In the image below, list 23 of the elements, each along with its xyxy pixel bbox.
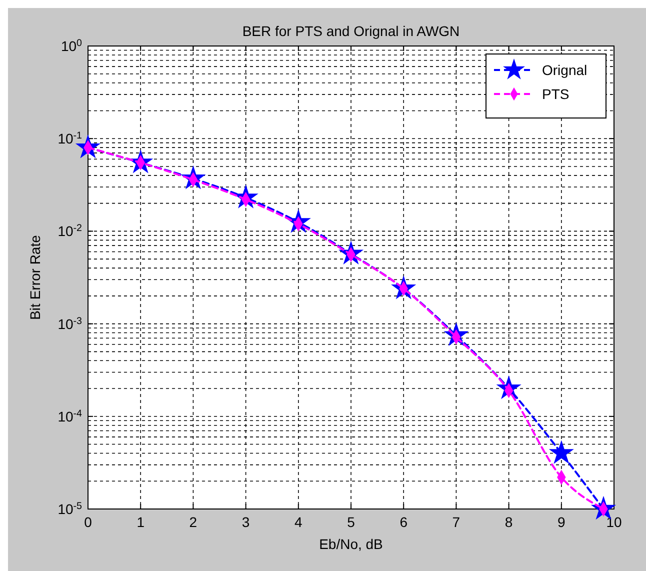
x-tick-label: 8 (504, 514, 513, 530)
y-tick-label: 10$^{-3}$ (58, 315, 83, 332)
legend-label: PTS (542, 86, 570, 102)
chart-title: BER for PTS and Orignal in AWGN (242, 23, 460, 39)
y-tick-label: 10$^{0}$ (60, 38, 83, 54)
x-tick-label: 4 (294, 514, 302, 530)
x-tick-label: 0 (84, 514, 92, 530)
x-tick-label: 10 (606, 514, 622, 530)
y-tick-label: 10$^{-4}$ (58, 408, 83, 424)
y-tick-label: 10$^{-2}$ (58, 222, 82, 240)
y-tick-label: 10$^{-5}$ (58, 500, 83, 517)
x-tick-label: 2 (189, 514, 198, 530)
y-axis-title: Bit Error Rate (27, 234, 43, 320)
legend-label: Orignal (542, 62, 588, 78)
x-tick-label: 9 (558, 514, 566, 530)
x-tick-label: 6 (400, 514, 408, 530)
point (550, 441, 573, 464)
x-tick-label: 5 (347, 514, 356, 530)
x-tick-label: 7 (452, 514, 460, 530)
x-tick-label: 1 (136, 514, 145, 530)
x-axis-title: Eb/No, dB (319, 536, 383, 552)
y-tick-label: 10$^{-1}$ (58, 130, 82, 147)
x-tick-label: 3 (242, 514, 250, 530)
